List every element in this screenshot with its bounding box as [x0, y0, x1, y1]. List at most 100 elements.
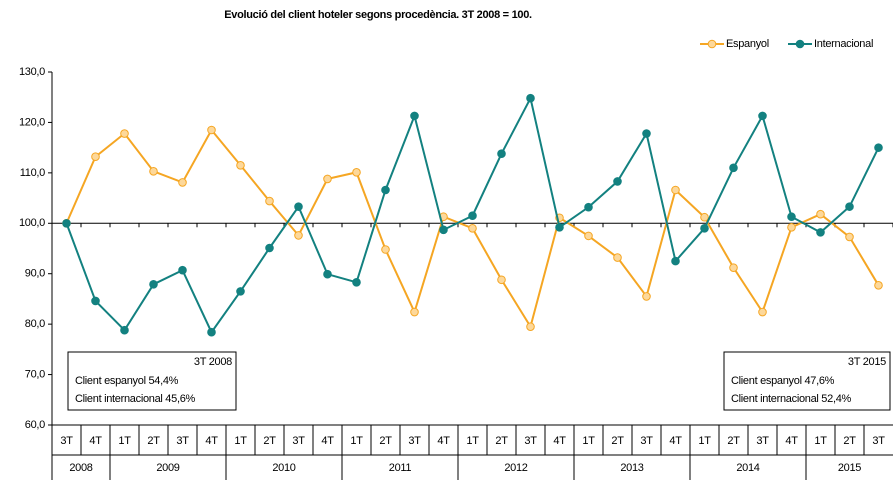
x-tick-label: 1T	[118, 435, 131, 447]
data-point	[874, 281, 883, 290]
data-point	[613, 177, 622, 186]
data-point	[584, 202, 593, 212]
data-point	[120, 129, 129, 138]
data-point	[352, 277, 361, 287]
data-point	[62, 218, 71, 228]
data-point	[120, 325, 129, 335]
data-point	[323, 269, 332, 279]
data-point	[265, 243, 274, 253]
x-tick-label: 3T	[60, 435, 73, 447]
legend-marker	[795, 39, 805, 49]
x-tick-label: 4T	[321, 435, 334, 447]
year-label: 2010	[272, 462, 295, 474]
x-tick-label: 3T	[524, 435, 537, 447]
x-tick-label: 3T	[756, 435, 769, 447]
data-point	[671, 185, 680, 195]
data-point	[816, 228, 825, 237]
data-point	[700, 224, 709, 233]
data-point	[729, 163, 738, 173]
x-tick-label: 3T	[176, 435, 189, 447]
data-point	[845, 232, 854, 242]
y-tick-label: 120,0	[19, 116, 45, 128]
legend-label: Internacional	[814, 38, 873, 50]
year-label: 2008	[69, 462, 92, 474]
data-point	[526, 322, 535, 331]
legend-marker	[707, 39, 717, 49]
data-point	[91, 296, 100, 306]
y-tick-label: 70,0	[25, 368, 45, 380]
x-tick-label: 2T	[379, 435, 392, 447]
x-tick-label: 4T	[785, 435, 798, 447]
data-point	[410, 111, 419, 121]
x-tick-label: 3T	[292, 435, 305, 447]
data-point	[149, 167, 158, 176]
x-tick-label: 1T	[582, 435, 595, 447]
data-point	[381, 185, 390, 195]
x-tick-label: 1T	[698, 435, 711, 447]
data-point	[700, 212, 709, 222]
data-point	[613, 253, 622, 262]
x-tick-label: 2T	[147, 435, 160, 447]
data-point	[787, 212, 796, 222]
x-tick-label: 2T	[611, 435, 624, 447]
data-point	[816, 209, 825, 219]
annotation-text: Client espanyol 54,4%	[75, 375, 179, 387]
year-label: 2015	[838, 462, 861, 474]
data-point	[323, 174, 332, 184]
annotation-box	[723, 351, 891, 411]
x-tick-label: 4T	[553, 435, 566, 447]
x-tick-label: 3T	[408, 435, 421, 447]
y-tick-label: 100,0	[19, 217, 45, 229]
data-point	[207, 125, 216, 135]
x-tick-label: 3T	[872, 435, 885, 447]
year-label: 2014	[736, 462, 759, 474]
data-point	[381, 245, 390, 254]
data-point	[352, 168, 361, 177]
data-point	[236, 287, 245, 296]
x-tick-label: 4T	[89, 435, 102, 447]
data-point	[294, 231, 303, 240]
y-tick-label: 130,0	[19, 66, 45, 78]
data-point	[787, 223, 796, 232]
data-point	[468, 224, 477, 233]
x-tick-label: 4T	[205, 435, 218, 447]
data-point	[642, 292, 651, 301]
data-point	[497, 275, 506, 285]
data-point	[265, 196, 274, 206]
annotation-box	[67, 351, 237, 411]
data-point	[729, 263, 738, 272]
year-label: 2009	[156, 462, 179, 474]
y-tick-label: 90,0	[25, 268, 45, 280]
x-tick-label: 2T	[843, 435, 856, 447]
data-point	[584, 231, 593, 241]
data-point	[439, 225, 448, 235]
annotation-title: 3T 2015	[848, 356, 886, 368]
data-point	[236, 160, 245, 170]
data-point	[671, 256, 680, 266]
x-tick-label: 1T	[814, 435, 827, 447]
data-point	[497, 149, 506, 158]
chart-title: Evolució del client hoteler segons proce…	[224, 9, 532, 21]
annotation-text: Client internacional 45,6%	[75, 393, 196, 405]
x-tick-label: 2T	[495, 435, 508, 447]
x-tick-label: 3T	[640, 435, 653, 447]
x-tick-label: 4T	[437, 435, 450, 447]
data-point	[468, 211, 477, 221]
year-label: 2012	[504, 462, 527, 474]
data-point	[526, 93, 535, 103]
data-point	[294, 202, 303, 211]
annotation-text: Client internacional 52,4%	[731, 393, 852, 405]
legend-label: Espanyol	[726, 38, 769, 50]
year-label: 2013	[620, 462, 643, 474]
x-tick-label: 1T	[234, 435, 247, 447]
x-tick-label: 1T	[466, 435, 479, 447]
x-tick-label: 2T	[263, 435, 276, 447]
data-point	[149, 280, 158, 289]
data-point	[178, 178, 187, 187]
x-tick-label: 2T	[727, 435, 740, 447]
x-tick-label: 4T	[669, 435, 682, 447]
year-label: 2011	[389, 462, 412, 474]
y-tick-label: 80,0	[25, 318, 45, 330]
y-tick-label: 60,0	[25, 419, 45, 431]
